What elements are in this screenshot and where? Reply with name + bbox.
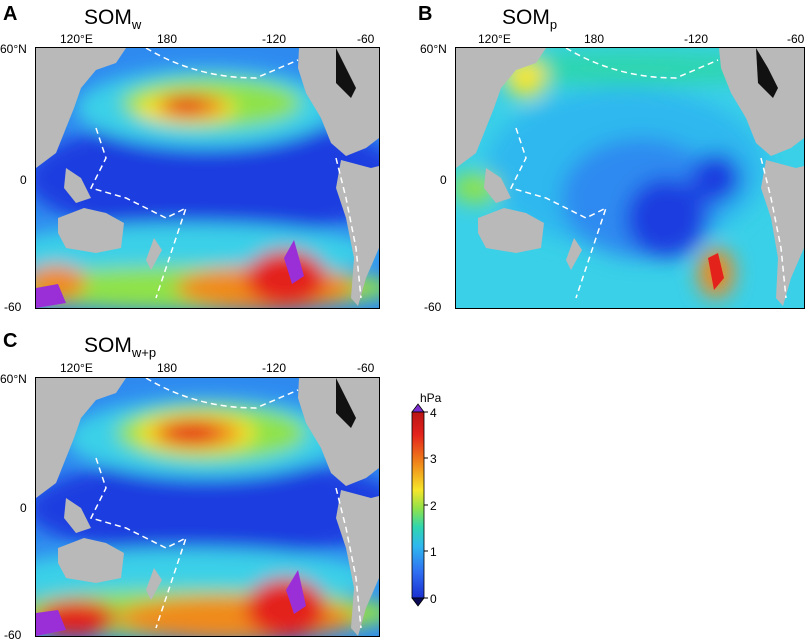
lon-tick-180-b: 180 bbox=[584, 32, 605, 46]
colorbar-tick-1: 1 bbox=[430, 545, 437, 559]
colorbar-unit: hPa bbox=[420, 391, 442, 405]
lon-tick-120e-b: 120°E bbox=[478, 32, 511, 46]
lat-tick-60n: 60°N bbox=[0, 42, 27, 56]
lon-tick-m120-b: -120 bbox=[684, 32, 709, 46]
lat-tick-m60: -60 bbox=[4, 300, 22, 314]
colorbar-tick-2: 2 bbox=[430, 499, 437, 513]
panel-letter-b: B bbox=[418, 3, 433, 25]
map-som-p bbox=[455, 47, 805, 309]
lat-tick-0-b: 0 bbox=[440, 173, 447, 187]
lon-tick-180-c: 180 bbox=[157, 361, 178, 375]
lat-tick-60n-c: 60°N bbox=[0, 372, 27, 386]
lon-tick-m60-c: -60 bbox=[357, 361, 375, 375]
lon-tick-120e-c: 120°E bbox=[60, 361, 93, 375]
colorbar-tick-4: 4 bbox=[430, 406, 437, 420]
map-som-w bbox=[35, 47, 380, 309]
lon-tick-180: 180 bbox=[157, 32, 178, 46]
lon-tick-m60: -60 bbox=[357, 32, 375, 46]
lon-tick-m120: -120 bbox=[262, 32, 287, 46]
panel-letter-a: A bbox=[3, 3, 18, 25]
panel-title-a: SOMw bbox=[84, 6, 142, 32]
map-som-wp-image bbox=[36, 378, 379, 636]
colorbar-tick-0: 0 bbox=[430, 592, 437, 606]
map-som-wp bbox=[35, 377, 380, 637]
lat-tick-0-c: 0 bbox=[20, 501, 27, 515]
panel-title-b: SOMp bbox=[502, 6, 558, 32]
panel-letter-c: C bbox=[3, 330, 18, 352]
lat-tick-0: 0 bbox=[20, 173, 27, 187]
lon-tick-m60-b: -60 bbox=[787, 32, 805, 46]
colorbar bbox=[411, 403, 428, 607]
lat-tick-m60-b: -60 bbox=[424, 300, 442, 314]
map-som-p-image bbox=[456, 48, 804, 308]
colorbar-tick-3: 3 bbox=[430, 452, 437, 466]
panel-title-c: SOMw+p bbox=[84, 334, 157, 360]
map-som-w-image bbox=[36, 48, 379, 308]
lat-tick-m60-c: -60 bbox=[4, 628, 22, 642]
lon-tick-m120-c: -120 bbox=[262, 361, 287, 375]
lat-tick-60n-b: 60°N bbox=[420, 42, 447, 56]
lon-tick-120e: 120°E bbox=[60, 32, 93, 46]
